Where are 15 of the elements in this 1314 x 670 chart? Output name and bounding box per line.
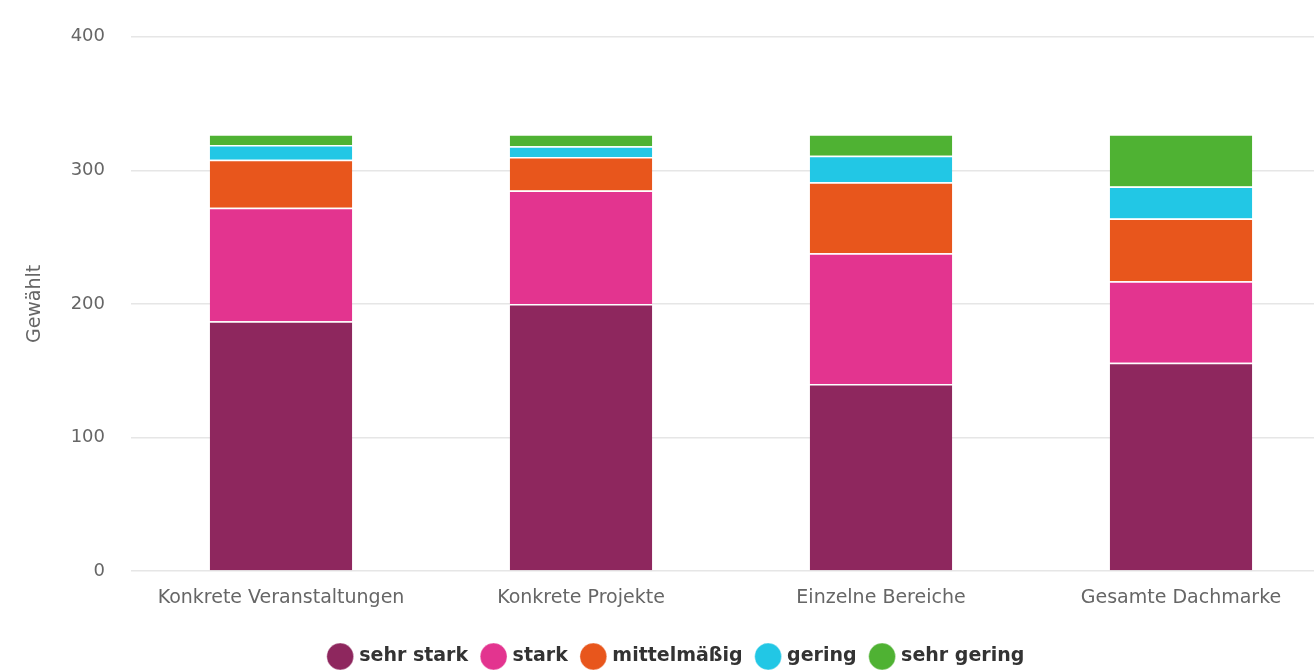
legend-label: sehr stark — [359, 643, 469, 666]
legend-label: gering — [787, 643, 857, 666]
y-tick-label: 400 — [70, 24, 105, 46]
legend-label: stark — [512, 643, 569, 666]
y-tick-label: 0 — [93, 558, 105, 580]
legend-label: sehr gering — [901, 643, 1025, 666]
y-axis-title: Gewählt — [22, 264, 45, 344]
y-tick-label: 300 — [70, 158, 105, 180]
x-tick-label: Konkrete Projekte — [497, 585, 665, 608]
y-tick-label: 100 — [70, 425, 105, 447]
x-tick-label: Konkrete Veranstaltungen — [157, 585, 405, 608]
x-tick-label: Einzelne Bereiche — [796, 585, 966, 608]
x-tick-label: Gesamte Dachmarke — [1080, 585, 1282, 608]
legend-label: mittelmäßig — [612, 643, 743, 666]
y-tick-label: 200 — [70, 291, 105, 313]
